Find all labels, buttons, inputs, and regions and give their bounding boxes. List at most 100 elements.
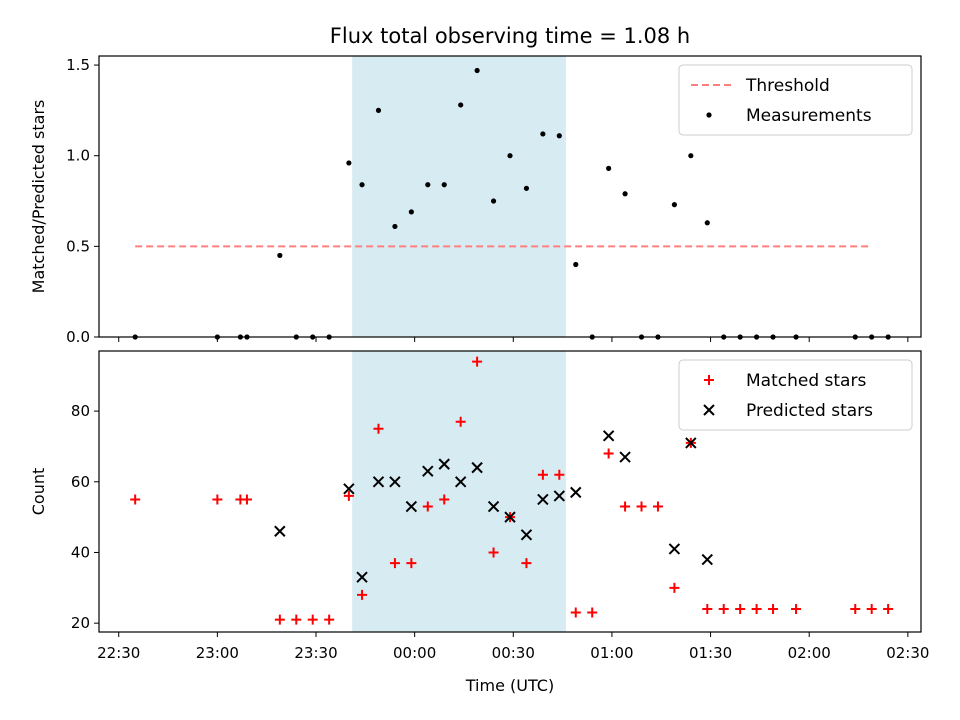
legend: Matched stars Predicted stars (678, 359, 913, 431)
data-point-dot (359, 182, 365, 188)
data-point-plus (307, 614, 318, 625)
data-point-plus (883, 604, 894, 615)
data-point-plus (554, 469, 565, 480)
data-point-x (343, 483, 355, 495)
data-point-dot (540, 131, 546, 137)
data-point-dot (392, 223, 398, 230)
data-point-plus (274, 614, 285, 625)
data-point-plus (291, 614, 302, 625)
x-tick-label: 02:30 (886, 644, 929, 662)
data-point-x (685, 437, 697, 449)
axes-frame (98, 350, 922, 633)
data-point-dot (671, 202, 678, 208)
data-point-plus (718, 604, 729, 615)
bottom-panel-counts: 22:30 23:00 23:30 00:00 00:30 01:00 01:30 02:00… (29, 350, 929, 662)
y-tick-label: 0.0 (66, 328, 90, 346)
y-tick-label: 20 (71, 614, 90, 632)
data-point-dot (441, 182, 447, 188)
data-point-plus (472, 356, 483, 367)
data-point-x (553, 490, 566, 502)
y-tick-label: 80 (71, 402, 90, 420)
data-point-x (405, 500, 418, 513)
data-point-x (520, 529, 533, 541)
data-point-plus (603, 448, 614, 459)
data-point-plus (241, 494, 252, 505)
legend-label: Threshold (745, 76, 830, 96)
data-point-plus (521, 558, 532, 569)
data-point-plus (537, 469, 548, 480)
data-point-x (454, 476, 467, 488)
data-point-dot (573, 261, 579, 268)
data-point-plus (570, 607, 581, 618)
data-point-x (602, 430, 615, 442)
data-point-x (570, 486, 582, 499)
data-point-plus (652, 501, 663, 512)
x-tick-label: 22:30 (97, 644, 140, 662)
y-tick-label: 0.5 (66, 237, 90, 255)
data-point-plus (702, 604, 713, 615)
legend-frame (678, 64, 913, 136)
data-point-plus (636, 501, 647, 512)
data-point-dot (375, 107, 382, 113)
data-point-x (372, 476, 385, 488)
y-axis-label: Count (29, 468, 48, 516)
observing-window-span (352, 351, 566, 632)
legend-frame (678, 359, 913, 431)
data-point-plus (768, 604, 779, 615)
data-point-plus (751, 604, 762, 615)
axes-frame (98, 55, 922, 338)
data-point-dot (474, 67, 480, 74)
data-point-dot (622, 191, 628, 197)
data-point-dot (556, 133, 562, 139)
x-axis-label: Time (UTC) (465, 676, 554, 695)
x-tick-label: 01:00 (590, 644, 633, 662)
data-point-plus (669, 582, 680, 593)
data-point-dot (606, 165, 612, 171)
data-point-x (438, 458, 450, 470)
data-point-plus (406, 558, 417, 569)
data-point-dot (507, 153, 513, 159)
data-point-dot (704, 220, 710, 226)
data-point-plus (212, 494, 223, 505)
y-tick-label: 40 (71, 543, 90, 561)
data-point-plus (343, 490, 354, 501)
x-tick-label: 23:30 (294, 644, 337, 662)
data-point-plus (455, 416, 466, 427)
data-point-x (356, 571, 368, 583)
data-point-x (422, 465, 434, 477)
x-tick-label: 00:00 (393, 644, 436, 662)
data-point-dot (346, 160, 352, 166)
data-point-dot (523, 185, 530, 191)
data-point-x (701, 553, 713, 566)
y-tick-label: 60 (71, 473, 90, 491)
data-point-plus (357, 589, 368, 600)
data-point-x (487, 500, 500, 513)
data-point-plus (488, 547, 499, 558)
x-tick-label: 01:30 (689, 644, 732, 662)
x-tick-label: 00:30 (492, 644, 535, 662)
data-point-plus (850, 604, 861, 615)
data-point-x (668, 543, 681, 555)
data-point-dot (490, 198, 497, 204)
data-point-plus (791, 604, 802, 615)
data-point-plus (422, 501, 433, 512)
legend-swatch-dot (706, 112, 712, 118)
data-point-x (274, 525, 286, 537)
data-point-x (504, 511, 516, 523)
top-panel-measurements: 0.0 0.5 1.0 1.5 Matched/Predicted stars Thres… (29, 55, 922, 346)
legend-label: Predicted stars (746, 401, 873, 421)
legend-swatch-plus (704, 375, 714, 385)
chart-title: Flux total observing time = 1.08 h (330, 24, 690, 48)
data-point-plus (389, 558, 400, 569)
x-tick-label: 23:00 (196, 644, 239, 662)
data-point-plus (439, 494, 450, 505)
data-point-dot (425, 182, 431, 188)
data-point-x (537, 493, 549, 506)
y-tick-label: 1.0 (66, 147, 90, 165)
data-point-dot (458, 102, 464, 108)
observing-window-span (352, 56, 566, 337)
y-axis-label: Matched/Predicted stars (29, 100, 48, 294)
x-tick-label: 02:00 (788, 644, 831, 662)
data-point-dot (688, 153, 694, 159)
